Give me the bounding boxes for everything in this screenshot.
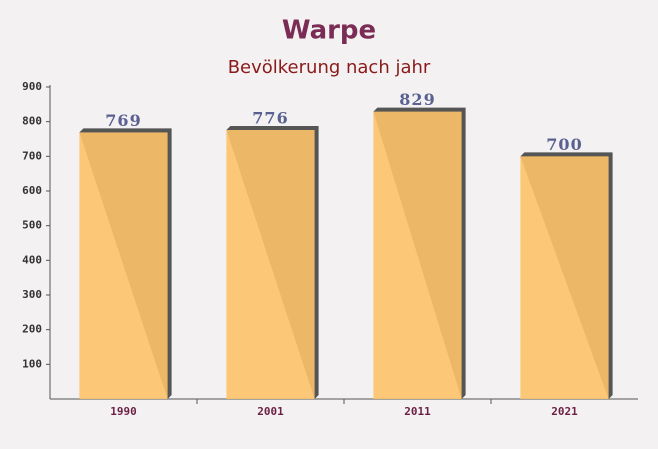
y-tick-label: 700 xyxy=(22,149,42,162)
chart-subtitle: Bevölkerung nach jahr xyxy=(228,57,431,78)
y-tick-label: 900 xyxy=(22,80,42,93)
bar xyxy=(520,156,609,399)
y-tick-label: 800 xyxy=(22,115,42,128)
bar xyxy=(226,129,315,399)
y-tick-label: 300 xyxy=(22,288,42,301)
value-label: 700 xyxy=(546,135,582,154)
x-tick-label: 1990 xyxy=(110,405,137,418)
y-tick-label: 200 xyxy=(22,323,42,336)
bar xyxy=(79,132,168,399)
y-tick-label: 600 xyxy=(22,184,42,197)
value-label: 829 xyxy=(399,90,435,109)
value-label: 776 xyxy=(252,108,288,127)
y-tick-label: 100 xyxy=(22,357,42,370)
value-label: 769 xyxy=(105,111,141,130)
x-tick-label: 2011 xyxy=(404,405,431,418)
x-tick-label: 2021 xyxy=(551,405,578,418)
chart-title: Warpe xyxy=(282,16,376,46)
y-tick-label: 500 xyxy=(22,219,42,232)
bar xyxy=(373,111,462,399)
y-tick-label: 400 xyxy=(22,253,42,266)
x-tick-label: 2001 xyxy=(257,405,284,418)
